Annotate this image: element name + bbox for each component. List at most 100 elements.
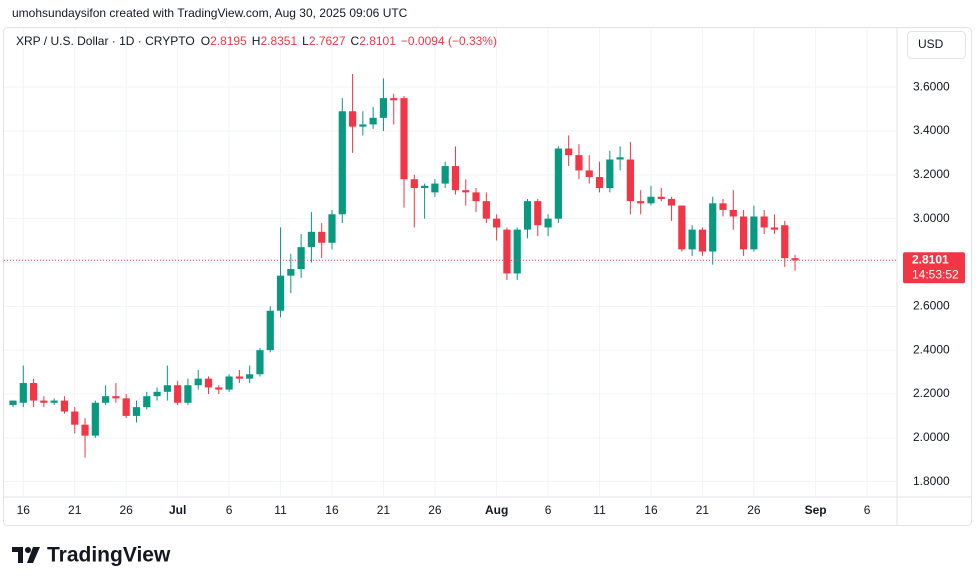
candle-body — [554, 148, 562, 219]
brand: TradingView — [47, 544, 171, 567]
x-tick-label: 16 — [325, 503, 339, 517]
candle-body — [318, 231, 326, 243]
candle-body — [637, 201, 645, 204]
candle-body — [739, 216, 748, 250]
x-tick-label: 6 — [226, 503, 233, 517]
y-tick-label: 2.4000 — [913, 342, 950, 356]
x-tick-label: 16 — [644, 503, 658, 517]
y-tick-label: 3.4000 — [913, 123, 950, 137]
logo-mark — [27, 547, 40, 563]
x-tick-label: Jul — [169, 503, 186, 517]
x-tick-label: 26 — [747, 503, 761, 517]
candle-body — [91, 402, 99, 436]
candle-body — [698, 229, 707, 252]
candle-body — [667, 198, 676, 206]
candle-body — [50, 400, 58, 403]
candle-body — [595, 177, 604, 188]
legend-value: 2.8101 — [359, 34, 396, 48]
candle-body — [534, 201, 542, 226]
attribution: umohsundaysifon created with TradingView… — [12, 6, 408, 20]
x-tick-label: 6 — [545, 503, 552, 517]
candle-body — [441, 166, 449, 184]
currency[interactable]: USD — [918, 37, 944, 51]
y-tick-label: 3.0000 — [913, 211, 950, 225]
candle-body — [678, 205, 686, 250]
y-tick-label: 3.6000 — [913, 79, 950, 93]
candles — [4, 74, 896, 458]
candle-body — [9, 400, 17, 405]
candle-body — [482, 201, 490, 219]
candle-body — [40, 400, 48, 403]
candle-body — [369, 117, 377, 125]
logo-mark — [25, 547, 31, 553]
candle-body — [513, 229, 521, 274]
legend-key: C — [351, 34, 360, 48]
x-tick-label: 16 — [17, 503, 31, 517]
candle-body — [709, 203, 717, 252]
candle-body — [19, 383, 27, 403]
candle-body — [163, 385, 171, 392]
candle-body — [204, 378, 213, 388]
candle-body — [493, 218, 501, 228]
candle-body — [184, 385, 192, 403]
x-tick-label: 11 — [274, 503, 287, 517]
candle-body — [122, 398, 130, 416]
last-price-label: 2.8101 — [912, 252, 949, 266]
candle-body — [503, 229, 511, 274]
legend-value: 2.8195 — [210, 34, 247, 48]
candle-body — [544, 218, 552, 228]
x-tick-label: 11 — [593, 503, 606, 517]
candle-body — [781, 225, 789, 259]
y-tick-label: 1.8000 — [913, 474, 950, 488]
candle-body — [153, 391, 161, 397]
candle-body — [276, 275, 285, 311]
candle-body — [338, 111, 346, 215]
candle-body — [174, 385, 182, 403]
candle-body — [657, 196, 665, 199]
currency-button[interactable] — [907, 31, 966, 59]
x-tick-label: 21 — [377, 503, 391, 517]
candle-body — [390, 98, 398, 101]
candle-body — [462, 190, 470, 193]
candle-body — [410, 179, 418, 188]
candle-body — [287, 269, 295, 276]
candle-body — [616, 157, 624, 160]
logo-mark — [12, 547, 23, 563]
candle-body — [359, 124, 367, 127]
legend-key: O — [201, 34, 210, 48]
candle-body — [266, 310, 274, 351]
candle-body — [451, 166, 460, 191]
candle-body — [112, 396, 120, 399]
y-tick-label: 2.0000 — [913, 430, 950, 444]
candle-body — [770, 227, 779, 230]
candle-body — [472, 192, 480, 202]
x-tick-label: Sep — [805, 503, 827, 517]
last-price-box — [903, 252, 965, 284]
x-tick-label: 21 — [696, 503, 710, 517]
candle-body — [565, 148, 573, 156]
candle-body — [215, 387, 223, 390]
symbol: XRP / U.S. Dollar · 1D · CRYPTO — [16, 34, 195, 48]
candle-body — [307, 231, 316, 248]
candle-body — [791, 258, 799, 261]
candle-body — [143, 396, 151, 408]
candle-body — [235, 376, 243, 379]
candle-body — [81, 424, 89, 436]
candle-body — [585, 170, 593, 178]
candle-body — [225, 376, 233, 390]
candle-body — [626, 159, 634, 202]
x-tick-label: 21 — [68, 503, 82, 517]
candle-body — [647, 196, 655, 204]
logo — [12, 547, 40, 563]
candle-body — [760, 216, 768, 228]
candle-body — [348, 111, 357, 127]
candle-body — [523, 201, 532, 230]
candle-body — [431, 183, 439, 193]
legend-value: 2.8351 — [260, 34, 297, 48]
legend-value: 2.7627 — [309, 34, 346, 48]
y-tick-label: 2.2000 — [913, 386, 950, 400]
grid — [4, 28, 896, 497]
y-tick-label: 3.2000 — [913, 167, 950, 181]
